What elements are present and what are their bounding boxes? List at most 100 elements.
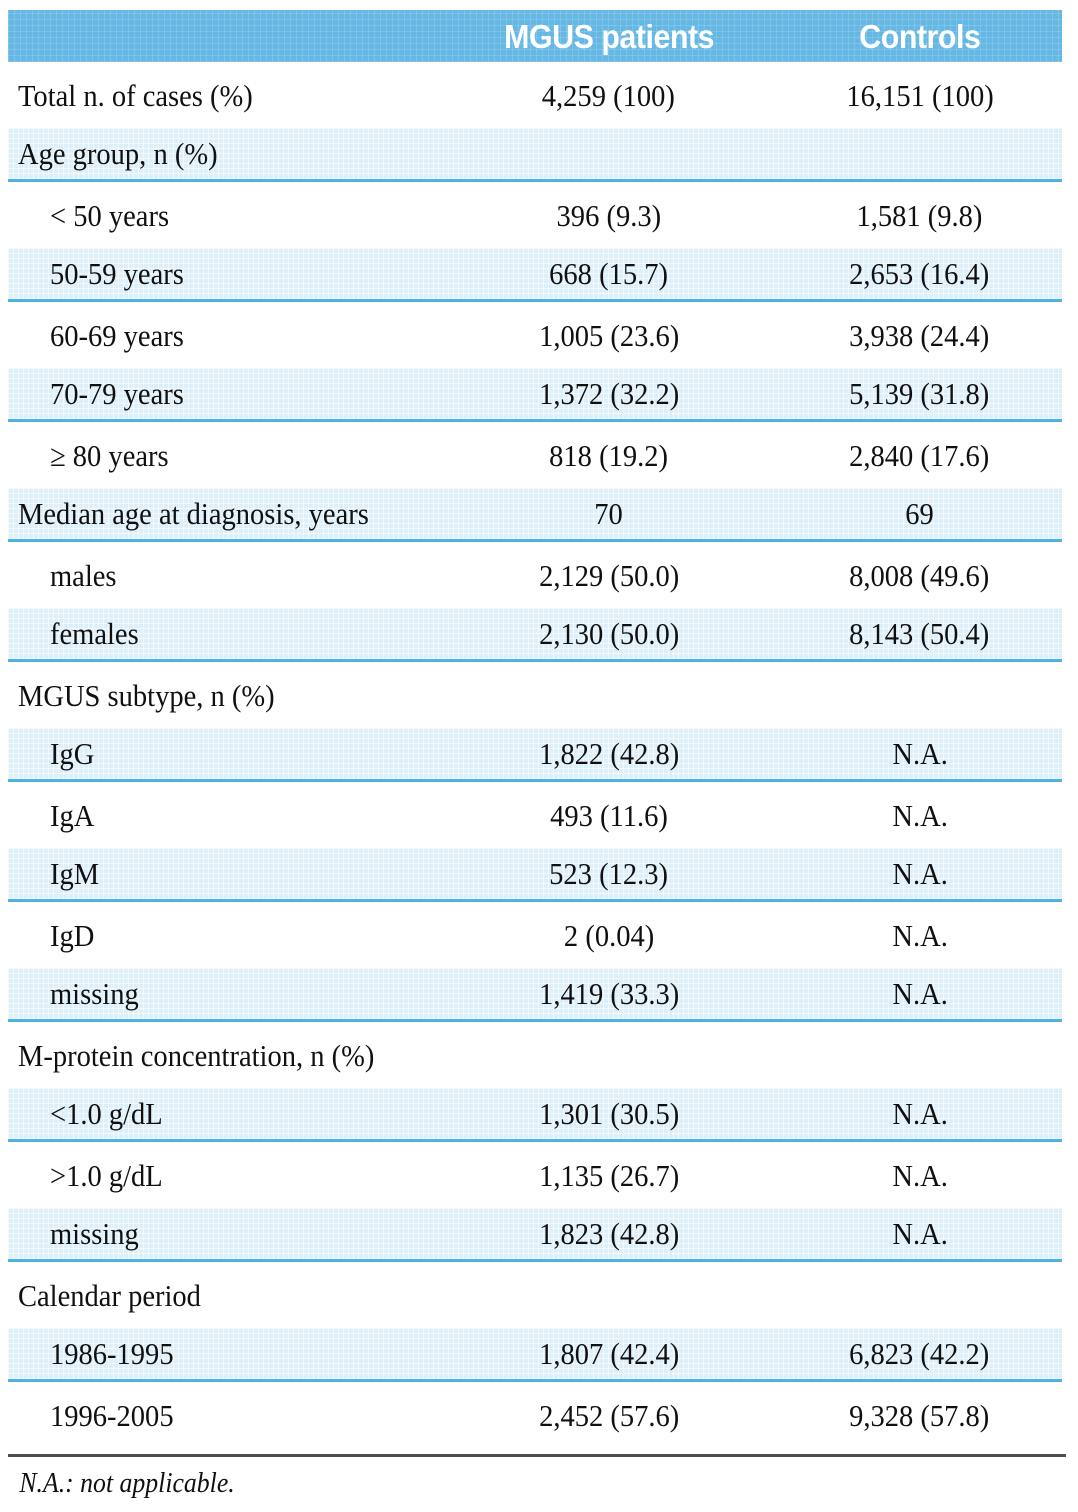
table-row: males 2,129 (50.0) 8,008 (49.6) [8,542,1062,608]
row-label: 70-79 years [8,378,440,409]
mgus-value: 1,372 (32.2) [440,378,777,409]
mgus-value: 1,419 (33.3) [440,978,777,1009]
controls-value-text: N.A. [891,1157,948,1193]
section-header-row: M-protein concentration, n (%) [8,1022,1062,1088]
section-header-row: MGUS subtype, n (%) [8,662,1062,728]
mgus-value: 396 (9.3) [440,200,777,231]
row-label: >1.0 g/dL [8,1160,440,1191]
column-header-controls-label: Controls [859,17,981,55]
controls-value: N.A. [777,1098,1062,1129]
table-row: 1986-1995 1,807 (42.4) 6,823 (42.2) [8,1328,1062,1382]
row-label: 1996-2005 [8,1400,440,1431]
row-label: IgG [8,738,440,769]
controls-value-text: 2,840 (17.6) [849,437,990,473]
row-label-text: 1996-2005 [50,1397,174,1433]
mgus-value-text: 1,301 (30.5) [538,1096,679,1131]
controls-value: 16,151 (100) [777,80,1062,111]
mgus-value-text: 1,822 (42.8) [538,736,679,771]
table-row: >1.0 g/dL 1,135 (26.7) N.A. [8,1142,1062,1208]
controls-value: 1,581 (9.8) [777,200,1062,231]
controls-value-text: 16,151 (100) [846,77,994,113]
controls-value-text: 2,653 (16.4) [849,256,990,291]
row-label: Total n. of cases (%) [8,80,440,111]
row-label-text: Age group, n (%) [18,136,218,171]
controls-value: N.A. [777,858,1062,889]
mgus-value: 2,130 (50.0) [440,618,777,649]
mgus-value: 1,807 (42.4) [440,1338,777,1369]
row-label: males [8,560,440,591]
mgus-value: 70 [440,498,777,529]
controls-value-text: 3,938 (24.4) [849,317,990,353]
controls-value-text: 9,328 (57.8) [849,1397,990,1433]
mgus-value: 2,452 (57.6) [440,1400,777,1431]
controls-value-text: 69 [905,496,934,531]
controls-value: 2,840 (17.6) [777,440,1062,471]
row-label: 1986-1995 [8,1338,440,1369]
column-header-mgus-patients: MGUS patients [440,20,777,53]
controls-value: 9,328 (57.8) [777,1400,1062,1431]
row-label-text: 1986-1995 [50,1336,174,1371]
table-row: IgG 1,822 (42.8) N.A. [8,728,1062,782]
mgus-value: 1,823 (42.8) [440,1218,777,1249]
mgus-value-text: 523 (12.3) [549,856,669,891]
controls-value-text: 1,581 (9.8) [856,197,983,233]
mgus-value: 668 (15.7) [440,258,777,289]
patients-controls-table: MGUS patients Controls Total n. of cases… [8,10,1062,1448]
mgus-value: 2 (0.04) [440,920,777,951]
mgus-value-text: 2,129 (50.0) [538,557,679,593]
column-header-controls: Controls [777,20,1062,53]
row-label-text: >1.0 g/dL [50,1157,163,1193]
mgus-value: 818 (19.2) [440,440,777,471]
mgus-value-text: 1,005 (23.6) [538,317,679,353]
row-label: IgA [8,800,440,831]
row-label-text: ≥ 80 years [50,437,169,473]
row-label-text: <1.0 g/dL [50,1096,163,1131]
footnote-text: N.A.: not applicable. [19,1468,235,1499]
mgus-value-text: 1,823 (42.8) [538,1216,679,1251]
row-label-text: IgM [50,856,100,891]
mgus-value: 1,822 (42.8) [440,738,777,769]
controls-value: 5,139 (31.8) [777,378,1062,409]
mgus-value-text: 818 (19.2) [549,437,669,473]
table-row: ≥ 80 years 818 (19.2) 2,840 (17.6) [8,422,1062,488]
mgus-value-text: 70 [594,496,624,531]
row-label: M-protein concentration, n (%) [8,1040,440,1071]
controls-value-text: N.A. [891,976,948,1011]
controls-value: 8,143 (50.4) [777,618,1062,649]
row-label-text: MGUS subtype, n (%) [18,677,275,713]
bottom-rule [8,1454,1066,1457]
controls-value: 3,938 (24.4) [777,320,1062,351]
row-label: < 50 years [8,200,440,231]
controls-value: N.A. [777,978,1062,1009]
row-label-text: females [50,616,139,651]
row-label-text: Calendar period [18,1277,201,1313]
mgus-value: 493 (11.6) [440,800,777,831]
controls-value: 8,008 (49.6) [777,560,1062,591]
controls-value-text: N.A. [891,856,948,891]
controls-value: N.A. [777,800,1062,831]
row-label: IgD [8,920,440,951]
table-row: Total n. of cases (%) 4,259 (100) 16,151 (… [8,62,1062,128]
controls-value-text: 6,823 (42.2) [849,1336,990,1371]
table-row: IgD 2 (0.04) N.A. [8,902,1062,968]
controls-value-text: 8,143 (50.4) [849,616,990,651]
row-label: Median age at diagnosis, years [8,498,440,529]
table-row: 60-69 years 1,005 (23.6) 3,938 (24.4) [8,302,1062,368]
mgus-value-text: 2 (0.04) [563,917,654,953]
controls-value: 2,653 (16.4) [777,258,1062,289]
mgus-value: 1,301 (30.5) [440,1098,777,1129]
table-row: <1.0 g/dL 1,301 (30.5) N.A. [8,1088,1062,1142]
table-row: Median age at diagnosis, years 70 69 [8,488,1062,542]
mgus-value: 1,135 (26.7) [440,1160,777,1191]
controls-value-text: 8,008 (49.6) [849,557,990,593]
row-label: 60-69 years [8,320,440,351]
section-header-row: Age group, n (%) [8,128,1062,182]
row-label: MGUS subtype, n (%) [8,680,440,711]
row-label-text: IgA [50,797,95,833]
row-label-text: 60-69 years [50,317,184,353]
mgus-value: 1,005 (23.6) [440,320,777,351]
table-row: 50-59 years 668 (15.7) 2,653 (16.4) [8,248,1062,302]
mgus-value-text: 2,452 (57.6) [538,1397,679,1433]
mgus-value-text: 396 (9.3) [556,197,662,233]
controls-value-text: N.A. [891,1216,948,1251]
